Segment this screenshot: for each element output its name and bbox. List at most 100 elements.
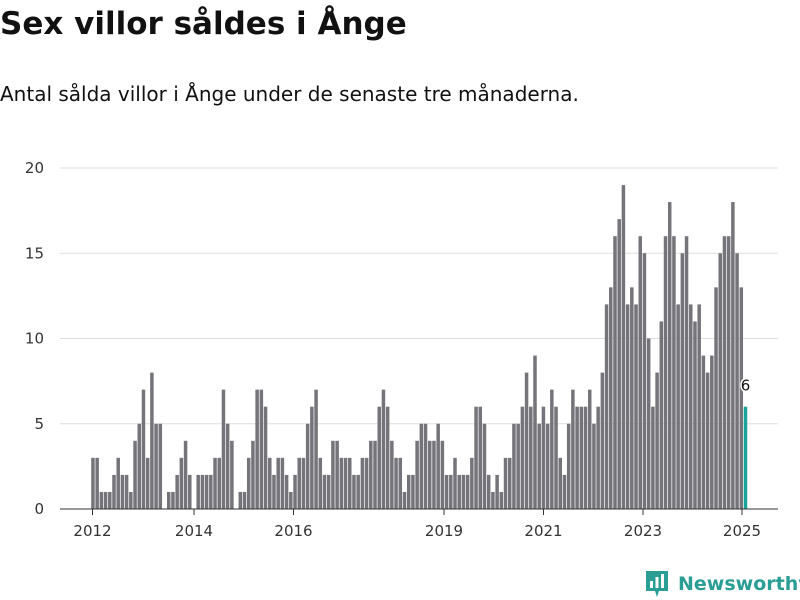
bar xyxy=(129,491,133,509)
bar xyxy=(209,474,213,509)
bar xyxy=(150,372,154,509)
bar xyxy=(272,474,276,509)
bar xyxy=(133,440,137,509)
y-tick-label: 5 xyxy=(34,415,44,433)
bar xyxy=(411,474,415,509)
bar xyxy=(646,338,651,509)
bar xyxy=(432,440,436,509)
bar xyxy=(638,236,642,509)
bar xyxy=(259,389,264,509)
bar xyxy=(108,491,112,509)
bar xyxy=(604,304,609,509)
bar xyxy=(558,457,563,509)
y-axis-ticks: 0 5 10 15 20 xyxy=(25,159,44,518)
bar xyxy=(318,457,323,509)
bar xyxy=(735,253,739,509)
bar xyxy=(356,474,360,509)
bar xyxy=(680,253,685,509)
bar xyxy=(609,287,613,509)
bar xyxy=(314,389,318,509)
bar xyxy=(268,457,272,509)
bar xyxy=(385,406,390,509)
bar xyxy=(693,321,697,509)
bar xyxy=(529,406,533,509)
bar xyxy=(373,440,377,509)
bar xyxy=(621,185,626,510)
bar xyxy=(335,440,339,509)
bar xyxy=(213,457,217,509)
bar xyxy=(221,389,226,509)
bar xyxy=(263,406,268,509)
bar xyxy=(297,457,301,509)
bar xyxy=(474,406,478,509)
bar xyxy=(406,474,411,509)
bar xyxy=(520,406,525,509)
bar xyxy=(499,491,504,509)
bar xyxy=(655,372,659,509)
bar xyxy=(697,304,701,509)
bar xyxy=(196,474,200,509)
bar xyxy=(390,440,394,509)
bar xyxy=(482,423,487,509)
bar xyxy=(516,423,520,509)
bar xyxy=(280,457,285,509)
last-bar-data-label: 6 xyxy=(741,377,751,395)
x-tick-label: 2019 xyxy=(425,522,463,540)
bar xyxy=(289,491,293,509)
bar xyxy=(495,474,499,509)
x-axis-ticks: 2012 2014 2016 2019 2021 2023 2025 xyxy=(73,509,761,540)
bar xyxy=(575,406,579,509)
bar xyxy=(571,389,575,509)
bar xyxy=(204,474,209,509)
bar xyxy=(343,457,348,509)
bar xyxy=(486,474,491,509)
bar xyxy=(217,457,221,509)
bar xyxy=(91,457,95,509)
bar xyxy=(449,474,453,509)
bar xyxy=(533,355,537,509)
bar xyxy=(718,253,722,509)
y-tick-label: 15 xyxy=(25,244,44,262)
bar xyxy=(478,406,483,509)
bar xyxy=(326,474,331,509)
bar xyxy=(554,406,558,509)
bar xyxy=(465,474,470,509)
bar xyxy=(689,304,693,509)
bar xyxy=(470,457,474,509)
bar xyxy=(394,457,398,509)
bar xyxy=(592,423,596,509)
newsworthy-bar-chart-icon xyxy=(646,571,668,597)
bar xyxy=(158,423,163,509)
bar xyxy=(583,406,588,509)
bars xyxy=(91,185,748,510)
bar xyxy=(348,457,352,509)
newsworthy-logo: Newsworthy xyxy=(644,569,800,599)
bar xyxy=(154,423,158,509)
bar xyxy=(175,474,179,509)
bar xyxy=(457,474,461,509)
bar xyxy=(200,474,205,509)
bar xyxy=(714,287,718,509)
bar xyxy=(369,440,373,509)
bar xyxy=(305,423,310,509)
bar xyxy=(124,474,129,509)
bar xyxy=(301,457,306,509)
bar xyxy=(381,389,386,509)
bar xyxy=(705,372,710,509)
bar xyxy=(103,491,108,509)
bar xyxy=(137,423,142,509)
bar xyxy=(364,457,369,509)
bar xyxy=(731,202,735,509)
bar xyxy=(701,355,706,509)
y-tick-label: 10 xyxy=(25,330,44,348)
bar xyxy=(230,440,234,509)
bar xyxy=(663,236,668,509)
bar-latest xyxy=(743,406,748,509)
x-tick-label: 2025 xyxy=(723,522,761,540)
bar xyxy=(120,474,125,509)
bar xyxy=(331,440,335,509)
bar xyxy=(537,423,541,509)
bar xyxy=(242,491,247,509)
bar xyxy=(415,440,419,509)
bar xyxy=(95,457,99,509)
